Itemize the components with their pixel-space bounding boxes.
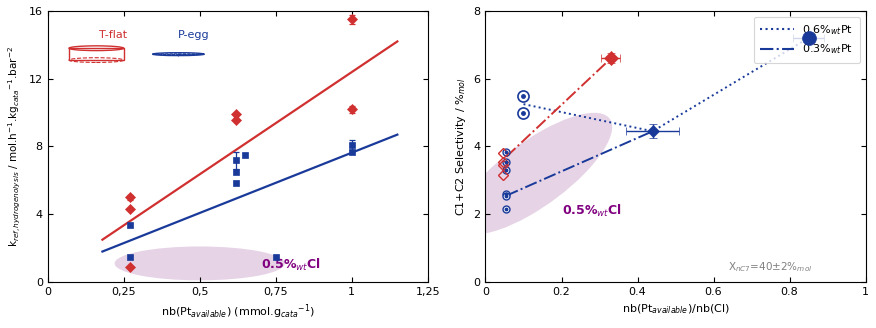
Text: P-egg: P-egg	[178, 30, 209, 40]
Text: T-flat: T-flat	[99, 30, 127, 40]
Text: 0.5%$_{wt}$Cl: 0.5%$_{wt}$Cl	[261, 257, 321, 273]
Text: 0.5%$_{wt}$Cl: 0.5%$_{wt}$Cl	[562, 203, 622, 219]
Legend: 0.6%$_{wt}$Pt, 0.3%$_{wt}$Pt: 0.6%$_{wt}$Pt, 0.3%$_{wt}$Pt	[753, 16, 860, 63]
Y-axis label: C1+C2 Selectivity / %$_{mol}$: C1+C2 Selectivity / %$_{mol}$	[454, 77, 468, 216]
Ellipse shape	[115, 246, 285, 280]
Y-axis label: k$_{ref,hydrogenolysis}$ / mol.h$^{-1}$.kg$_{cata}$$^{-1}$.bar$^{-2}$: k$_{ref,hydrogenolysis}$ / mol.h$^{-1}$.…	[7, 46, 23, 247]
X-axis label: nb(Pt$_{available}$) (mmol.g$_{cata}$$^{-1}$): nb(Pt$_{available}$) (mmol.g$_{cata}$$^{…	[160, 302, 314, 321]
Ellipse shape	[457, 113, 612, 235]
X-axis label: nb(Pt$_{available}$)/nb(Cl): nb(Pt$_{available}$)/nb(Cl)	[622, 302, 730, 316]
Text: X$_{nC7}$=40±2%$_{mol}$: X$_{nC7}$=40±2%$_{mol}$	[728, 260, 813, 274]
